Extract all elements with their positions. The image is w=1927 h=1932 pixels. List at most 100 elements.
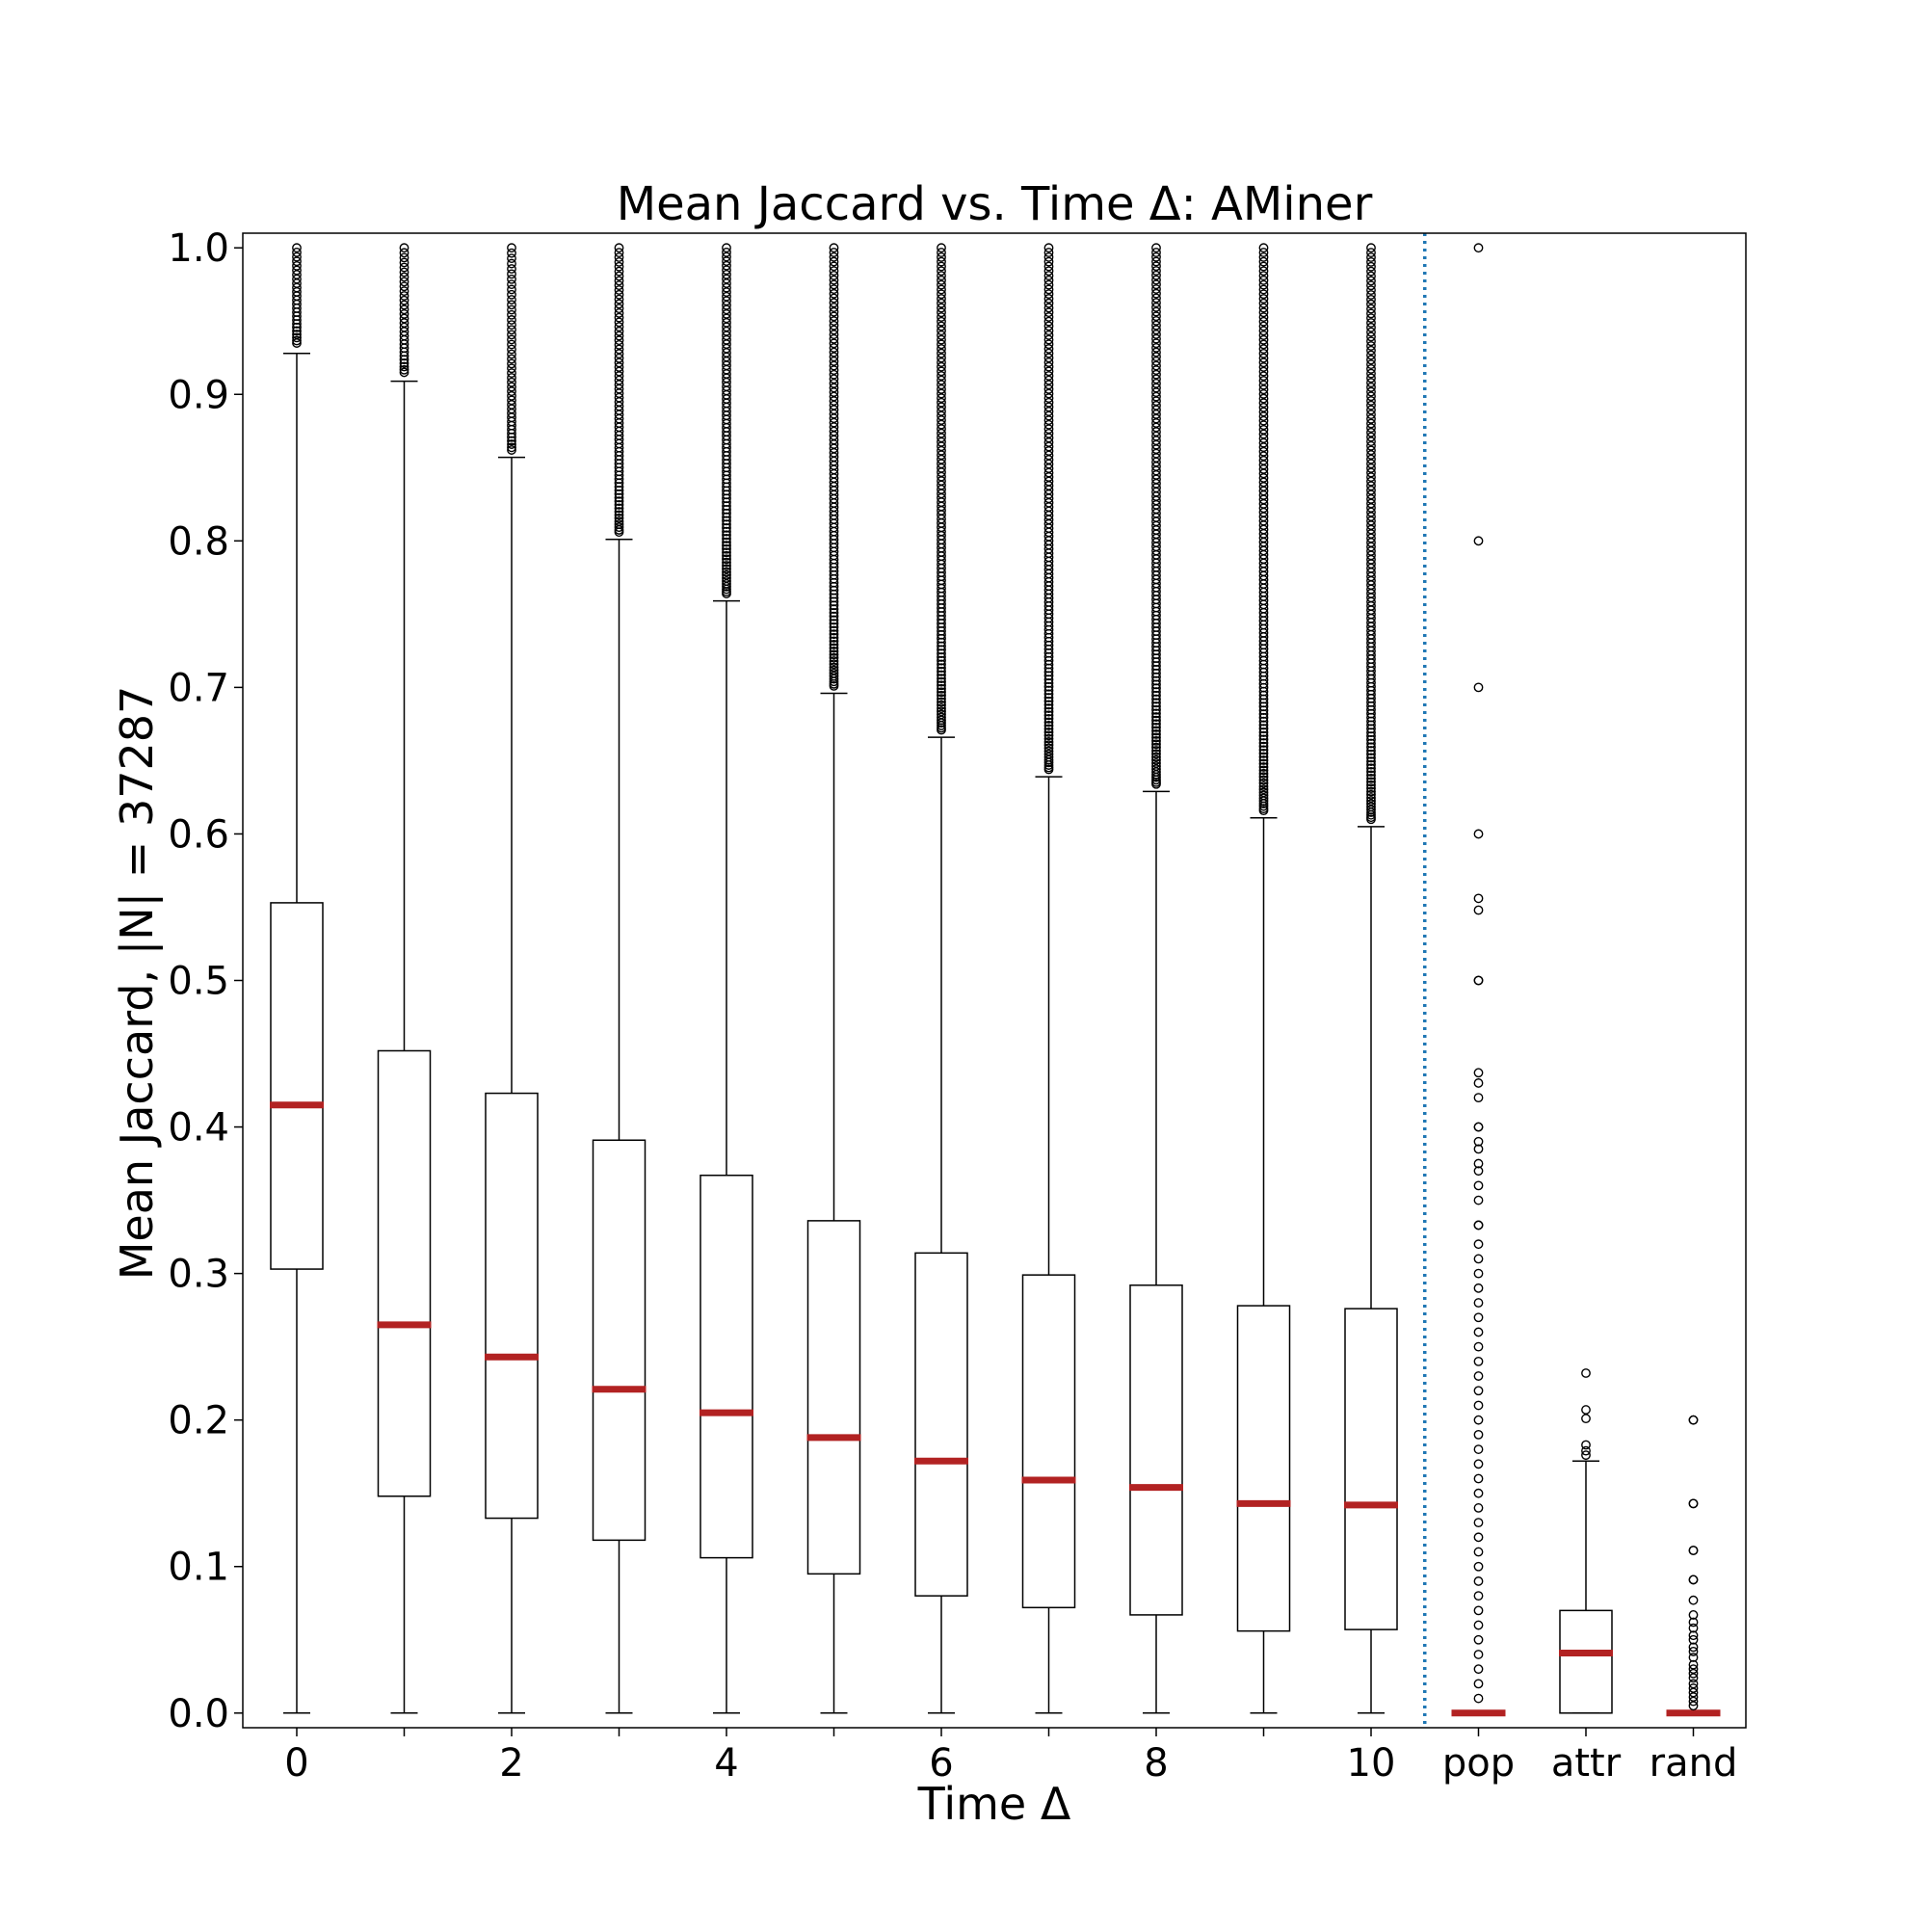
outlier-point	[1043, 371, 1054, 381]
outlier-point	[829, 632, 839, 643]
box-group-4	[700, 243, 753, 1714]
outlier-point	[722, 579, 731, 589]
outlier-point	[507, 304, 516, 315]
outlier-point	[937, 663, 946, 674]
outlier-point	[937, 712, 946, 723]
outlier-point	[937, 674, 946, 684]
outlier-point	[1366, 476, 1376, 487]
x-tick-label: 4	[714, 1741, 738, 1786]
outlier-point	[1366, 386, 1376, 397]
outlier-point	[1258, 362, 1269, 372]
outlier-point	[1258, 357, 1269, 368]
outlier-point	[1258, 376, 1269, 385]
outlier-point	[829, 652, 839, 663]
outlier-point	[1258, 734, 1269, 745]
outlier-point	[1043, 248, 1054, 257]
outlier-point	[1258, 762, 1269, 772]
outlier-point	[1258, 724, 1269, 734]
outlier-point	[1043, 256, 1054, 267]
outlier-point	[937, 652, 946, 662]
outlier-point	[1043, 424, 1054, 435]
outlier-point	[1151, 410, 1161, 419]
outlier-point	[507, 320, 516, 331]
outlier-point	[614, 299, 624, 309]
outlier-point	[722, 554, 731, 565]
outlier-point	[722, 512, 731, 522]
outlier-point	[1151, 306, 1161, 317]
outlier-point	[829, 306, 839, 317]
outlier-point	[399, 286, 409, 297]
outlier-point	[1366, 304, 1376, 314]
outlier-point	[937, 655, 946, 666]
outlier-point	[1473, 1679, 1484, 1689]
outlier-point	[292, 256, 302, 267]
outlier-point	[829, 640, 839, 649]
outlier-point	[1366, 802, 1376, 812]
outlier-point	[1043, 700, 1054, 710]
outlier-point	[1043, 693, 1054, 702]
outlier-point	[937, 371, 946, 381]
outlier-point	[1473, 1122, 1484, 1132]
outlier-point	[1258, 728, 1269, 737]
outlier-point	[937, 289, 946, 300]
outlier-point	[829, 333, 839, 344]
outlier-point	[1151, 749, 1161, 759]
outlier-point	[722, 537, 731, 547]
outlier-point	[937, 670, 946, 680]
outlier-point	[722, 247, 731, 257]
outlier-point	[1151, 752, 1161, 762]
outlier-point	[1151, 360, 1161, 371]
outlier-point	[1043, 312, 1054, 322]
outlier-point	[1151, 761, 1161, 771]
outlier-point	[722, 287, 731, 298]
outlier-point	[1366, 445, 1376, 456]
outlier-point	[1366, 350, 1376, 360]
outlier-point	[507, 289, 516, 300]
outlier-point	[1366, 405, 1376, 415]
outlier-point	[1366, 786, 1376, 797]
outlier-point	[1366, 450, 1376, 460]
outlier-point	[1258, 768, 1269, 779]
outlier-point	[1366, 285, 1376, 296]
outlier-point	[1366, 363, 1376, 374]
outlier-point	[1366, 459, 1376, 469]
outlier-point	[1151, 302, 1161, 312]
outlier-point	[614, 289, 624, 300]
outlier-point	[937, 266, 946, 277]
outlier-point	[1043, 344, 1054, 354]
outlier-point	[829, 256, 839, 267]
outlier-point	[1366, 799, 1376, 809]
outlier-point	[1258, 775, 1269, 785]
iqr-box	[806, 1220, 861, 1575]
outlier-point	[829, 248, 839, 257]
outlier-point	[1043, 366, 1054, 377]
outlier-point	[1043, 733, 1054, 744]
outlier-point	[1151, 690, 1161, 701]
outlier-point	[614, 294, 624, 304]
outlier-point	[614, 489, 624, 499]
outlier-point	[614, 513, 624, 523]
outlier-point	[1473, 893, 1484, 904]
outlier-point	[937, 659, 946, 670]
outlier-point	[614, 261, 624, 272]
outlier-point	[1688, 1701, 1699, 1711]
outlier-point	[1688, 1673, 1699, 1683]
outlier-point	[399, 318, 409, 328]
outlier-point	[1043, 713, 1054, 724]
outlier-point	[1043, 703, 1054, 713]
outlier-point	[1366, 400, 1376, 410]
outlier-point	[937, 334, 946, 345]
outlier-point	[829, 383, 839, 393]
outlier-point	[1151, 284, 1161, 294]
outlier-point	[614, 366, 624, 377]
outlier-point	[614, 326, 624, 336]
outlier-point	[1258, 411, 1269, 421]
outlier-point	[614, 243, 624, 253]
outlier-point	[1473, 1576, 1484, 1586]
outlier-point	[1151, 325, 1161, 335]
outlier-point	[1473, 1341, 1484, 1352]
outlier-point	[507, 339, 516, 350]
outlier-point	[1043, 737, 1054, 747]
outlier-point	[1043, 251, 1054, 262]
outlier-point	[1473, 905, 1484, 915]
